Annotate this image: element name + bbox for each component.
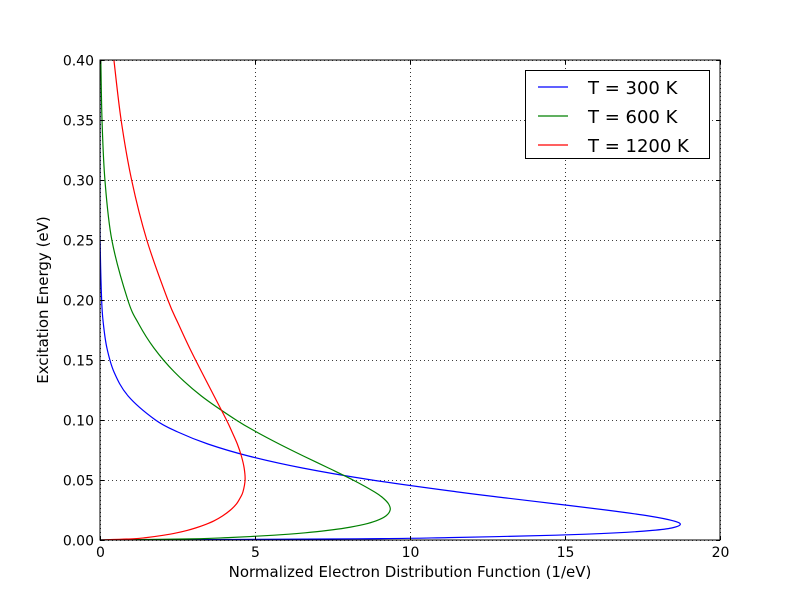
y-tick-label: 0.30 [63, 174, 94, 190]
legend-box [525, 70, 710, 159]
y-tick-label: 0.05 [63, 474, 94, 490]
series-line-3 [100, 60, 246, 540]
y-tick-label: 0.15 [63, 354, 94, 370]
y-tick-label: 0.00 [63, 534, 94, 550]
x-tick-label: 15 [557, 545, 575, 561]
legend-label-1: T = 300 K [587, 78, 679, 99]
x-tick-label: 0 [96, 545, 105, 561]
y-tick-label: 0.20 [63, 294, 94, 310]
series-line-1 [100, 60, 681, 540]
x-tick-label: 20 [712, 545, 730, 561]
legend-label-2: T = 600 K [587, 107, 679, 128]
series-line-2 [100, 60, 391, 540]
y-tick-label: 0.25 [63, 234, 94, 250]
legend-label-3: T = 1200 K [587, 136, 690, 157]
x-tick-label: 10 [402, 545, 420, 561]
legend: T = 300 K T = 600 K T = 1200 K [525, 70, 710, 159]
y-tick-label: 0.35 [63, 114, 94, 130]
y-tick-label: 0.10 [63, 414, 94, 430]
y-axis-label: Excitation Energy (eV) [34, 216, 52, 384]
x-tick-label: 5 [251, 545, 260, 561]
plot-area [100, 60, 681, 540]
x-axis-label: Normalized Electron Distribution Functio… [229, 563, 592, 581]
ticks: 0 5 10 15 20 0.00 0.05 0.10 0.15 0.20 0.25 0.30 0.35… [63, 54, 730, 562]
y-tick-label: 0.40 [63, 54, 94, 70]
